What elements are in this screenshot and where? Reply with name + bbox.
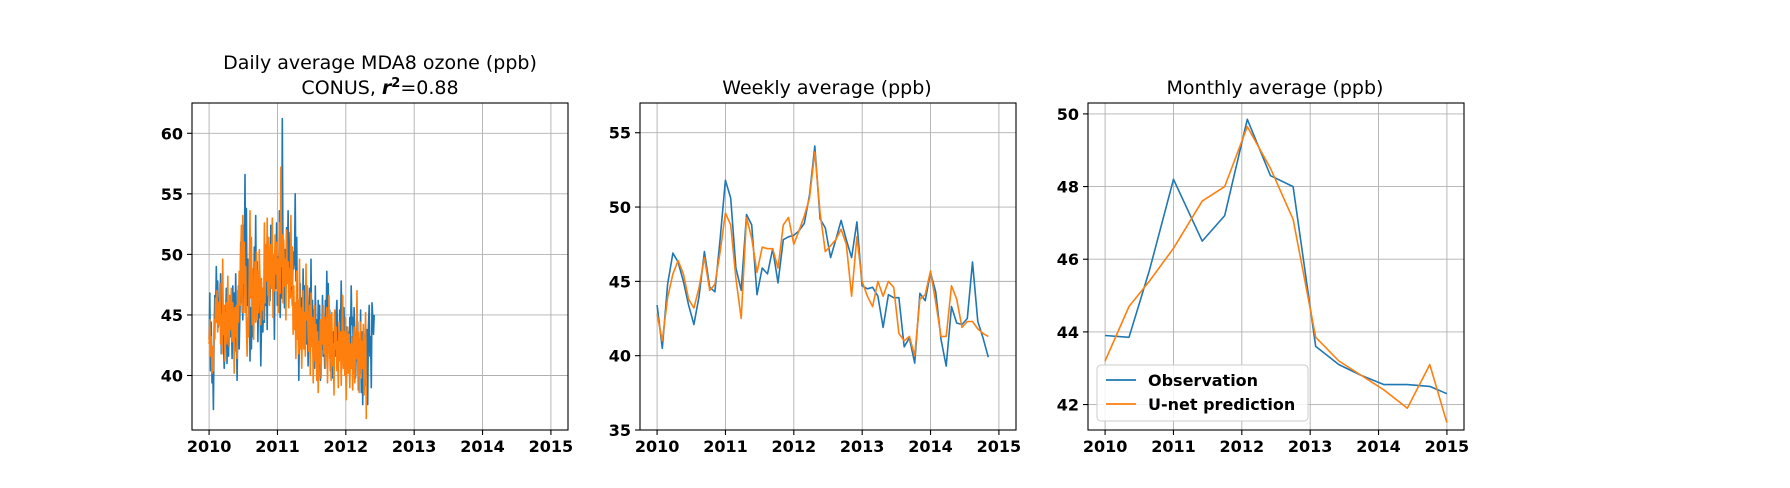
y-tick-label: 42 [1057, 396, 1079, 415]
x-tick-label: 2010 [1083, 437, 1128, 456]
y-tick-label: 50 [609, 198, 631, 217]
x-tick-label: 2012 [772, 437, 817, 456]
x-tick-label: 2015 [529, 437, 574, 456]
y-tick-label: 40 [609, 347, 631, 366]
chart-title: Weekly average (ppb) [722, 77, 931, 99]
y-tick-label: 45 [161, 306, 183, 325]
x-tick-label: 2013 [1288, 437, 1333, 456]
y-tick-label: 55 [609, 124, 631, 143]
chart-subtitle: CONUS, r2=0.88 [301, 76, 458, 99]
x-tick-label: 2011 [1151, 437, 1196, 456]
chart-title: Monthly average (ppb) [1167, 77, 1384, 99]
y-tick-label: 50 [1057, 105, 1079, 124]
x-tick-label: 2010 [635, 437, 680, 456]
y-tick-label: 40 [161, 367, 183, 386]
observation-series-line [1105, 118, 1448, 395]
y-tick-label: 44 [1057, 323, 1079, 342]
x-tick-label: 2014 [1356, 437, 1401, 456]
x-tick-label: 2011 [255, 437, 300, 456]
plot-frame [191, 102, 569, 431]
plot-frame [639, 102, 1017, 431]
chart-title: Daily average MDA8 ozone (ppb) [223, 52, 537, 74]
prediction-series-line [656, 151, 989, 357]
x-tick-label: 2013 [840, 437, 885, 456]
plot-frame [1087, 102, 1465, 431]
y-tick-label: 50 [161, 245, 183, 264]
observation-series-line [656, 145, 990, 367]
monthly-chart: Monthly average (ppb) Observation U-net … [1057, 77, 1469, 456]
x-tick-label: 2012 [324, 437, 369, 456]
x-tick-label: 2015 [977, 437, 1022, 456]
x-tick-label: 2014 [460, 437, 505, 456]
y-tick-label: 60 [161, 124, 183, 143]
x-tick-label: 2012 [1220, 437, 1265, 456]
legend-box [1096, 364, 1309, 422]
x-tick-label: 2014 [908, 437, 953, 456]
legend-label-prediction: U-net prediction [1148, 395, 1295, 414]
x-tick-label: 2011 [703, 437, 748, 456]
grid [640, 103, 1016, 431]
daily-chart: Daily average MDA8 ozone (ppb) CONUS, r2… [161, 52, 573, 456]
y-tick-label: 35 [609, 421, 631, 440]
y-tick-label: 46 [1057, 250, 1079, 269]
grid [192, 103, 568, 430]
y-tick-label: 48 [1057, 178, 1079, 197]
prediction-series-line [1104, 125, 1448, 423]
x-tick-label: 2013 [392, 437, 437, 456]
x-tick-label: 2015 [1425, 437, 1470, 456]
legend-label-observation: Observation [1148, 371, 1258, 390]
weekly-chart: Weekly average (ppb) 2010 2011 2012 2013 201… [609, 77, 1021, 456]
y-tick-label: 55 [161, 185, 183, 204]
x-tick-label: 2010 [187, 437, 232, 456]
prediction-series-line [208, 166, 368, 420]
y-tick-label: 45 [609, 272, 631, 291]
legend: Observation U-net prediction [1096, 364, 1309, 422]
